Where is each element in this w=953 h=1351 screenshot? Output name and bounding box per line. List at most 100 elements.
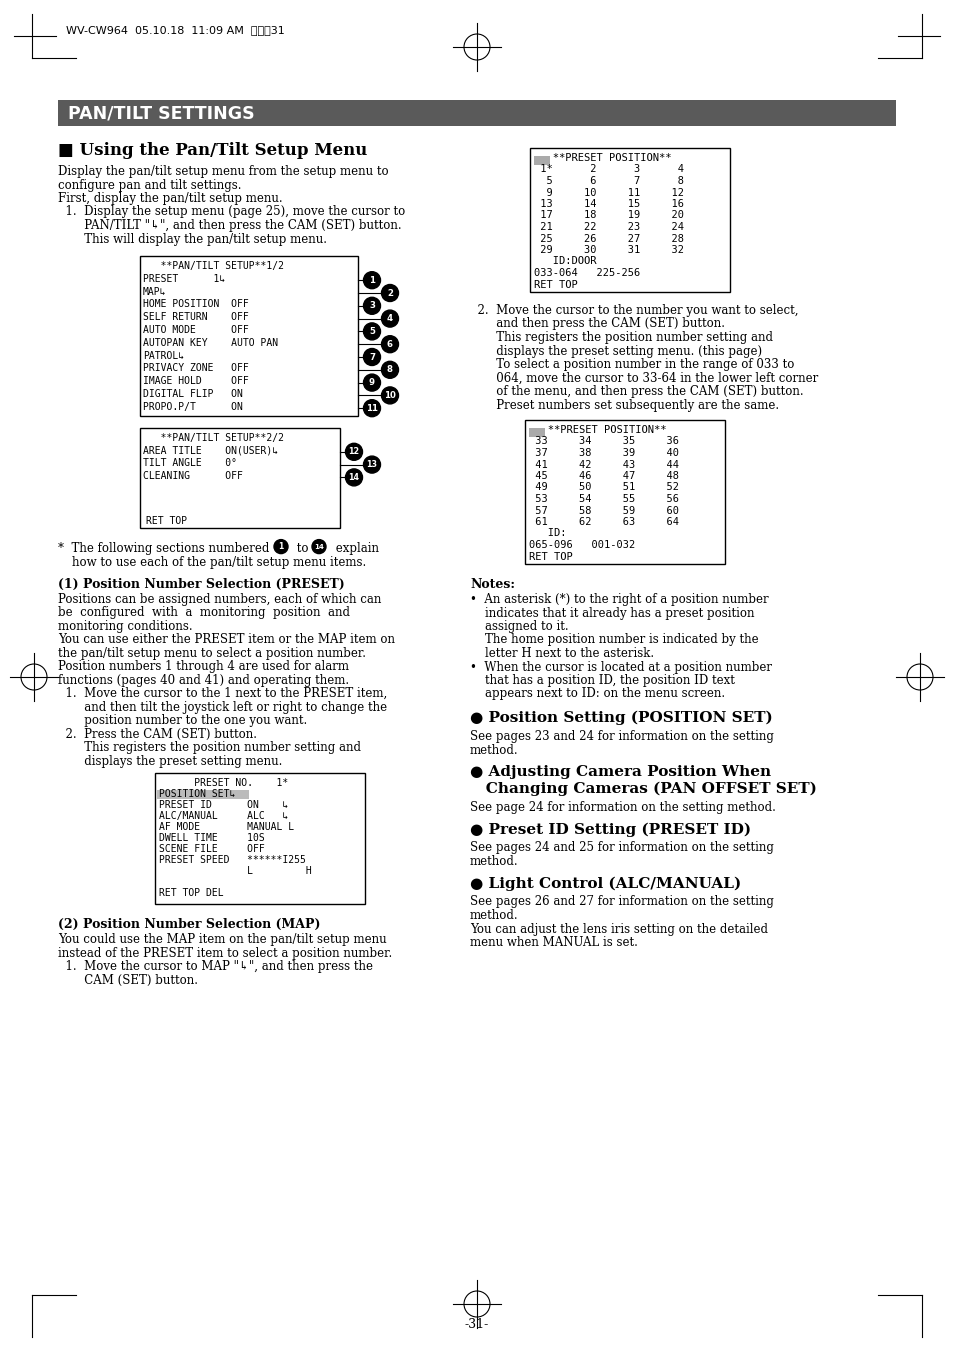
Text: **PRESET POSITION**: **PRESET POSITION** (529, 426, 666, 435)
Circle shape (363, 323, 380, 340)
Text: displays the preset setting menu.: displays the preset setting menu. (58, 755, 282, 767)
Text: 41     42     43     44: 41 42 43 44 (529, 459, 679, 470)
Text: appears next to ID: on the menu screen.: appears next to ID: on the menu screen. (470, 688, 724, 701)
Text: Changing Cameras (PAN OFFSET SET): Changing Cameras (PAN OFFSET SET) (470, 782, 816, 796)
Circle shape (345, 443, 362, 461)
Text: AF MODE        MANUAL L: AF MODE MANUAL L (159, 823, 294, 832)
Text: You can use either the PRESET item or the MAP item on: You can use either the PRESET item or th… (58, 634, 395, 646)
Text: *  The following sections numbered: * The following sections numbered (58, 542, 273, 555)
Text: 9     10     11     12: 9 10 11 12 (534, 188, 683, 197)
Text: 2.  Move the cursor to the number you want to select,: 2. Move the cursor to the number you wan… (470, 304, 798, 317)
Text: ■ Using the Pan/Tilt Setup Menu: ■ Using the Pan/Tilt Setup Menu (58, 142, 367, 159)
Text: The home position number is indicated by the: The home position number is indicated by… (470, 634, 758, 647)
Text: ALC/MANUAL     ALC   ↳: ALC/MANUAL ALC ↳ (159, 811, 288, 821)
Text: PAN/TILT SETTINGS: PAN/TILT SETTINGS (68, 104, 254, 122)
Text: HOME POSITION  OFF: HOME POSITION OFF (143, 300, 249, 309)
Text: RET TOP: RET TOP (146, 516, 187, 526)
Circle shape (363, 374, 380, 390)
Text: that has a position ID, the position ID text: that has a position ID, the position ID … (470, 674, 734, 688)
Text: See pages 26 and 27 for information on the setting: See pages 26 and 27 for information on t… (470, 896, 773, 908)
Text: -31-: -31- (464, 1319, 489, 1331)
Text: AUTO MODE      OFF: AUTO MODE OFF (143, 326, 249, 335)
FancyBboxPatch shape (534, 155, 550, 165)
Text: 1.  Move the cursor to the 1 next to the PRESET item,: 1. Move the cursor to the 1 next to the … (58, 688, 387, 700)
Text: ID:DOOR: ID:DOOR (534, 257, 596, 266)
Circle shape (363, 272, 380, 289)
Text: PROPO.P/T      ON: PROPO.P/T ON (143, 401, 243, 412)
Text: ● Light Control (ALC/MANUAL): ● Light Control (ALC/MANUAL) (470, 877, 740, 890)
Text: SCENE FILE     OFF: SCENE FILE OFF (159, 844, 265, 854)
Text: letter H next to the asterisk.: letter H next to the asterisk. (470, 647, 654, 661)
Circle shape (381, 311, 398, 327)
FancyBboxPatch shape (530, 149, 729, 292)
Text: IMAGE HOLD     OFF: IMAGE HOLD OFF (143, 376, 249, 386)
Text: method.: method. (470, 855, 518, 867)
Circle shape (381, 335, 398, 353)
Text: Position numbers 1 through 4 are used for alarm: Position numbers 1 through 4 are used fo… (58, 661, 349, 673)
Text: 25     26     27     28: 25 26 27 28 (534, 234, 683, 243)
Text: ● Adjusting Camera Position When: ● Adjusting Camera Position When (470, 765, 770, 780)
Text: 5      6      7      8: 5 6 7 8 (534, 176, 683, 186)
Text: This registers the position number setting and: This registers the position number setti… (58, 742, 360, 754)
Text: Preset numbers set subsequently are the same.: Preset numbers set subsequently are the … (470, 399, 779, 412)
Text: RET TOP: RET TOP (529, 551, 572, 562)
Text: 29     30     31     32: 29 30 31 32 (534, 245, 683, 255)
Text: 14: 14 (348, 473, 359, 482)
Text: and then tilt the joystick left or right to change the: and then tilt the joystick left or right… (58, 701, 387, 713)
Circle shape (363, 400, 380, 416)
Text: See page 24 for information on the setting method.: See page 24 for information on the setti… (470, 801, 775, 815)
Text: 1.  Move the cursor to MAP "↳", and then press the: 1. Move the cursor to MAP "↳", and then … (58, 961, 373, 973)
Text: CAM (SET) button.: CAM (SET) button. (58, 974, 198, 986)
Text: 5: 5 (369, 327, 375, 336)
Text: PRESET ID      ON    ↳: PRESET ID ON ↳ (159, 800, 288, 811)
FancyBboxPatch shape (524, 420, 724, 563)
Text: method.: method. (470, 743, 518, 757)
Text: (1) Position Number Selection (PRESET): (1) Position Number Selection (PRESET) (58, 578, 344, 590)
Text: configure pan and tilt settings.: configure pan and tilt settings. (58, 178, 241, 192)
Text: AUTOPAN KEY    AUTO PAN: AUTOPAN KEY AUTO PAN (143, 338, 278, 347)
Text: 53     54     55     56: 53 54 55 56 (529, 494, 679, 504)
Text: displays the preset setting menu. (this page): displays the preset setting menu. (this … (470, 345, 761, 358)
Text: 11: 11 (366, 404, 377, 412)
Text: 033-064   225-256: 033-064 225-256 (534, 267, 639, 278)
Text: how to use each of the pan/tilt setup menu items.: how to use each of the pan/tilt setup me… (71, 555, 366, 569)
Text: 6: 6 (387, 339, 393, 349)
Text: TILT ANGLE    0°: TILT ANGLE 0° (143, 458, 236, 469)
Text: PAN/TILT "↳", and then press the CAM (SET) button.: PAN/TILT "↳", and then press the CAM (SE… (58, 219, 401, 232)
Text: WV-CW964  05.10.18  11:09 AM  ページ31: WV-CW964 05.10.18 11:09 AM ページ31 (66, 26, 284, 35)
Circle shape (363, 297, 380, 315)
Text: the pan/tilt setup menu to select a position number.: the pan/tilt setup menu to select a posi… (58, 647, 366, 659)
Text: Display the pan/tilt setup menu from the setup menu to: Display the pan/tilt setup menu from the… (58, 165, 388, 178)
Text: 21     22     23     24: 21 22 23 24 (534, 222, 683, 232)
Text: 9: 9 (369, 378, 375, 388)
Text: ID:: ID: (529, 528, 566, 539)
Text: monitoring conditions.: monitoring conditions. (58, 620, 193, 632)
Text: 1.  Display the setup menu (page 25), move the cursor to: 1. Display the setup menu (page 25), mov… (58, 205, 405, 219)
Text: SELF RETURN    OFF: SELF RETURN OFF (143, 312, 249, 322)
Text: 064, move the cursor to 33-64 in the lower left corner: 064, move the cursor to 33-64 in the low… (470, 372, 818, 385)
Text: PRIVACY ZONE   OFF: PRIVACY ZONE OFF (143, 363, 249, 373)
Text: **PAN/TILT SETUP**2/2: **PAN/TILT SETUP**2/2 (143, 432, 284, 443)
Text: 1*      2      3      4: 1* 2 3 4 (534, 165, 683, 174)
Text: •  An asterisk (*) to the right of a position number: • An asterisk (*) to the right of a posi… (470, 593, 768, 607)
Text: See pages 24 and 25 for information on the setting: See pages 24 and 25 for information on t… (470, 842, 773, 854)
Text: To select a position number in the range of 033 to: To select a position number in the range… (470, 358, 794, 372)
Circle shape (345, 469, 362, 486)
Text: DIGITAL FLIP   ON: DIGITAL FLIP ON (143, 389, 243, 399)
FancyBboxPatch shape (157, 790, 249, 798)
FancyBboxPatch shape (529, 428, 544, 436)
Text: functions (pages 40 and 41) and operating them.: functions (pages 40 and 41) and operatin… (58, 674, 349, 686)
Circle shape (363, 457, 380, 473)
Text: 14: 14 (314, 543, 324, 550)
Text: explain: explain (332, 542, 378, 555)
Text: method.: method. (470, 909, 518, 921)
Text: (2) Position Number Selection (MAP): (2) Position Number Selection (MAP) (58, 919, 320, 931)
Text: of the menu, and then press the CAM (SET) button.: of the menu, and then press the CAM (SET… (470, 385, 802, 399)
Text: 13: 13 (366, 461, 377, 469)
Text: PRESET NO.    1*: PRESET NO. 1* (159, 778, 288, 788)
Text: position number to the one you want.: position number to the one you want. (58, 715, 307, 727)
Text: indicates that it already has a preset position: indicates that it already has a preset p… (470, 607, 754, 620)
Text: 61     62     63     64: 61 62 63 64 (529, 517, 679, 527)
Circle shape (363, 349, 380, 366)
FancyBboxPatch shape (140, 255, 357, 416)
